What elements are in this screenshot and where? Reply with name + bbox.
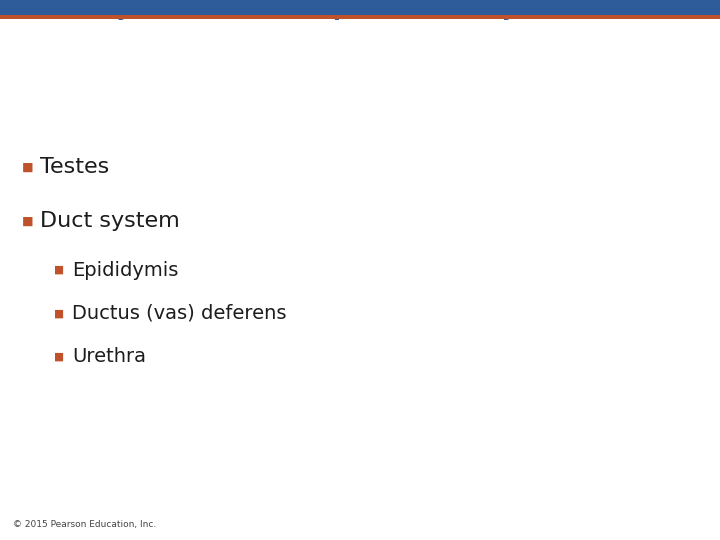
Text: ■: ■ [22, 161, 33, 174]
Text: Ductus (vas) deferens: Ductus (vas) deferens [72, 303, 287, 323]
Text: ■: ■ [54, 265, 64, 275]
Text: Duct system: Duct system [40, 211, 179, 232]
Text: Urethra: Urethra [72, 347, 146, 366]
Text: Testes: Testes [40, 157, 109, 178]
Text: ■: ■ [54, 308, 64, 318]
Bar [0, 0, 720, 15]
Text: Epididymis: Epididymis [72, 260, 179, 280]
Bar [0, 15, 720, 19]
Text: © 2015 Pearson Education, Inc.: © 2015 Pearson Education, Inc. [13, 521, 156, 529]
Text: ■: ■ [22, 215, 33, 228]
Text: Anatomy of the Male Reproductive System: Anatomy of the Male Reproductive System [13, 0, 583, 19]
Text: ■: ■ [54, 352, 64, 361]
